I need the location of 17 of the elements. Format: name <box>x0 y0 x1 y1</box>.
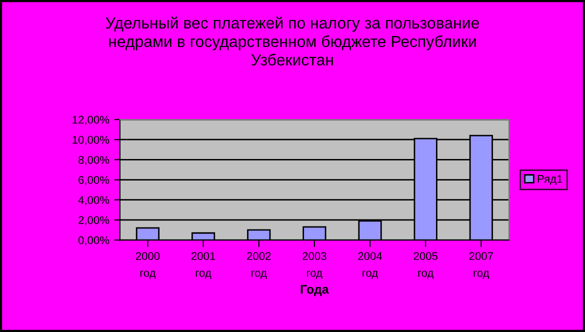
y-tick-label: 2,00% <box>78 216 110 226</box>
y-tick-label: 6,00% <box>78 176 110 186</box>
chart-title: Удельный вес платежей по налогу за пользование недрами в государственном бюджете Республики Узбекистан <box>106 16 479 66</box>
y-tick-label: 12,00% <box>72 116 110 125</box>
x-tick-label: 2003 год <box>302 252 326 279</box>
legend-label: Ряд1 <box>538 175 562 185</box>
x-tick-label: 2001 год <box>191 252 216 279</box>
y-tick-label: 4,00% <box>78 196 110 206</box>
y-tick-label: 10,00% <box>72 136 110 146</box>
x-tick-label: 2007 год <box>469 252 493 279</box>
x-tick-label: 2004 год <box>358 252 382 279</box>
x-tick-label: 2002 год <box>247 252 271 279</box>
y-tick-label: 0,00% <box>78 236 110 246</box>
y-tick-label: 8,00% <box>78 156 110 166</box>
x-axis-title: Года <box>300 285 329 296</box>
x-tick-label: 2005 год <box>414 252 438 279</box>
x-tick-label: 2000 год <box>136 252 160 279</box>
